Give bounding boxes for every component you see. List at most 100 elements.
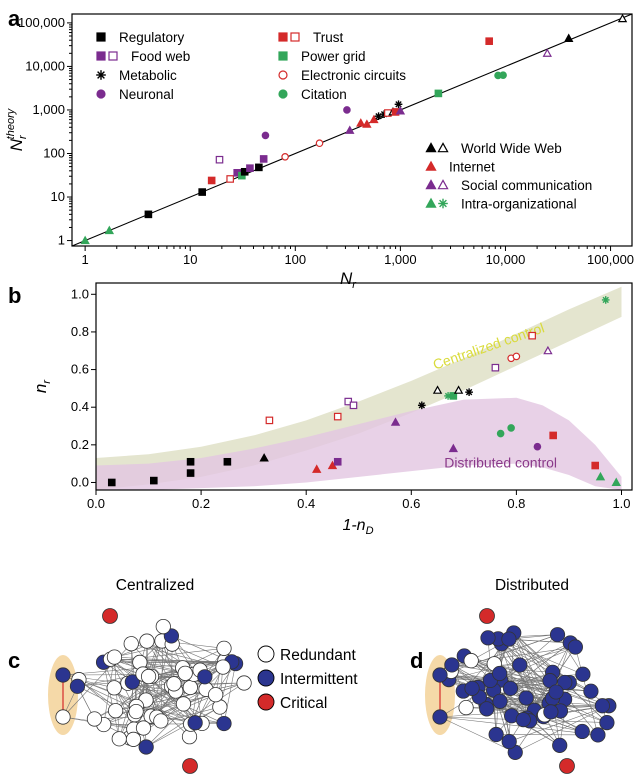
y-tick-label: 100 bbox=[43, 145, 65, 160]
network-node bbox=[153, 713, 169, 729]
network-node bbox=[501, 631, 517, 647]
x-axis-label-sub: D bbox=[366, 525, 374, 537]
network-node bbox=[574, 723, 590, 740]
network-title: Distributed bbox=[495, 577, 569, 594]
legend-right-marker bbox=[437, 142, 449, 153]
data-point bbox=[246, 164, 254, 172]
data-point-stroke bbox=[602, 296, 609, 304]
data-point bbox=[499, 71, 507, 79]
network-node bbox=[583, 683, 599, 699]
edge bbox=[148, 676, 196, 723]
network-node bbox=[548, 684, 564, 700]
legend-left-label: Food web bbox=[131, 49, 190, 64]
legend-mid-label: Power grid bbox=[301, 49, 366, 64]
network-node bbox=[139, 633, 155, 649]
legend-left-marker bbox=[108, 51, 118, 61]
network-node bbox=[140, 668, 157, 685]
x-tick-label: 100,000 bbox=[587, 252, 634, 267]
y-tick-label: 1 bbox=[58, 233, 65, 248]
edge bbox=[439, 716, 516, 753]
band-label-distributed: Distributed control bbox=[444, 454, 557, 470]
data-point bbox=[533, 442, 542, 451]
network-node bbox=[86, 711, 103, 727]
network-node bbox=[502, 680, 519, 697]
data-point bbox=[453, 385, 464, 394]
edge bbox=[146, 706, 221, 748]
network-node bbox=[177, 665, 193, 681]
network-legend-label: Redundant bbox=[280, 647, 357, 664]
legend-right-marker bbox=[437, 179, 449, 190]
network-node bbox=[175, 696, 192, 712]
data-point bbox=[333, 457, 342, 466]
x-tick-label: 1.0 bbox=[612, 496, 630, 511]
x-tick-label: 1,000 bbox=[384, 252, 417, 267]
x-axis-label: Nr bbox=[340, 269, 357, 291]
y-axis-label-sup: theory bbox=[5, 107, 17, 139]
network-node bbox=[501, 733, 517, 750]
data-point bbox=[186, 469, 195, 477]
y-axis-label-sub: r bbox=[41, 379, 53, 384]
data-point bbox=[395, 106, 406, 115]
legend-left-marker bbox=[96, 32, 106, 42]
network-node bbox=[155, 618, 171, 635]
edge bbox=[501, 643, 550, 704]
network-node bbox=[518, 690, 534, 706]
data-point bbox=[369, 114, 379, 124]
data-point bbox=[207, 176, 216, 185]
network-distributed: Distributed bbox=[425, 577, 617, 774]
legend-right-marker bbox=[425, 160, 437, 171]
legend-left-marker bbox=[96, 51, 106, 61]
y-tick-label: 0.6 bbox=[71, 362, 89, 377]
x-tick-label: 10 bbox=[183, 252, 197, 267]
panel-label-d: d bbox=[410, 648, 423, 673]
data-point bbox=[390, 417, 401, 426]
legend-right-marker-stroke bbox=[439, 199, 447, 208]
edge bbox=[136, 694, 216, 712]
legend-right-marker bbox=[425, 179, 437, 190]
network-node bbox=[515, 712, 531, 728]
data-point bbox=[215, 155, 224, 164]
data-point bbox=[595, 471, 606, 481]
network-node bbox=[567, 639, 583, 655]
x-tick-label: 100 bbox=[284, 252, 306, 267]
data-point bbox=[564, 33, 574, 42]
edge bbox=[529, 720, 583, 732]
x-tick-label: 0.6 bbox=[402, 496, 420, 511]
legend-left-marker bbox=[96, 70, 106, 80]
network-title: Centralized bbox=[116, 577, 194, 594]
edge bbox=[223, 663, 236, 724]
data-point bbox=[281, 152, 289, 161]
network-node bbox=[557, 674, 573, 691]
data-point-stroke bbox=[418, 402, 426, 409]
edge bbox=[508, 638, 550, 704]
network-node bbox=[479, 701, 495, 717]
data-point bbox=[491, 363, 500, 372]
network-node bbox=[208, 687, 224, 703]
edge bbox=[114, 657, 120, 739]
y-tick-label: 0.2 bbox=[71, 437, 89, 452]
data-point bbox=[226, 175, 234, 183]
data-point bbox=[259, 453, 269, 462]
network-node bbox=[480, 630, 496, 646]
data-point bbox=[542, 48, 552, 57]
data-point bbox=[591, 461, 600, 470]
y-tick-label: 1,000 bbox=[32, 102, 65, 117]
edge bbox=[513, 632, 550, 704]
critical-node bbox=[102, 608, 118, 624]
data-point bbox=[485, 37, 493, 45]
network-legend: Redundant Intermittent Critical bbox=[257, 645, 358, 712]
network-node bbox=[69, 678, 86, 694]
legend-left-label: Metabolic bbox=[119, 68, 177, 83]
network-node bbox=[492, 665, 508, 682]
y-tick-label: 10 bbox=[51, 189, 65, 204]
network-node bbox=[432, 709, 448, 725]
y-tick-label: 10,000 bbox=[25, 58, 65, 73]
legend-mid-marker bbox=[278, 89, 288, 99]
network-node bbox=[106, 680, 122, 696]
network-node bbox=[512, 657, 528, 673]
data-point bbox=[223, 457, 232, 466]
data-point-stroke bbox=[465, 388, 473, 396]
network-node bbox=[123, 636, 139, 652]
legend-mid-label: Electronic circuits bbox=[301, 68, 406, 83]
data-point bbox=[150, 476, 158, 485]
